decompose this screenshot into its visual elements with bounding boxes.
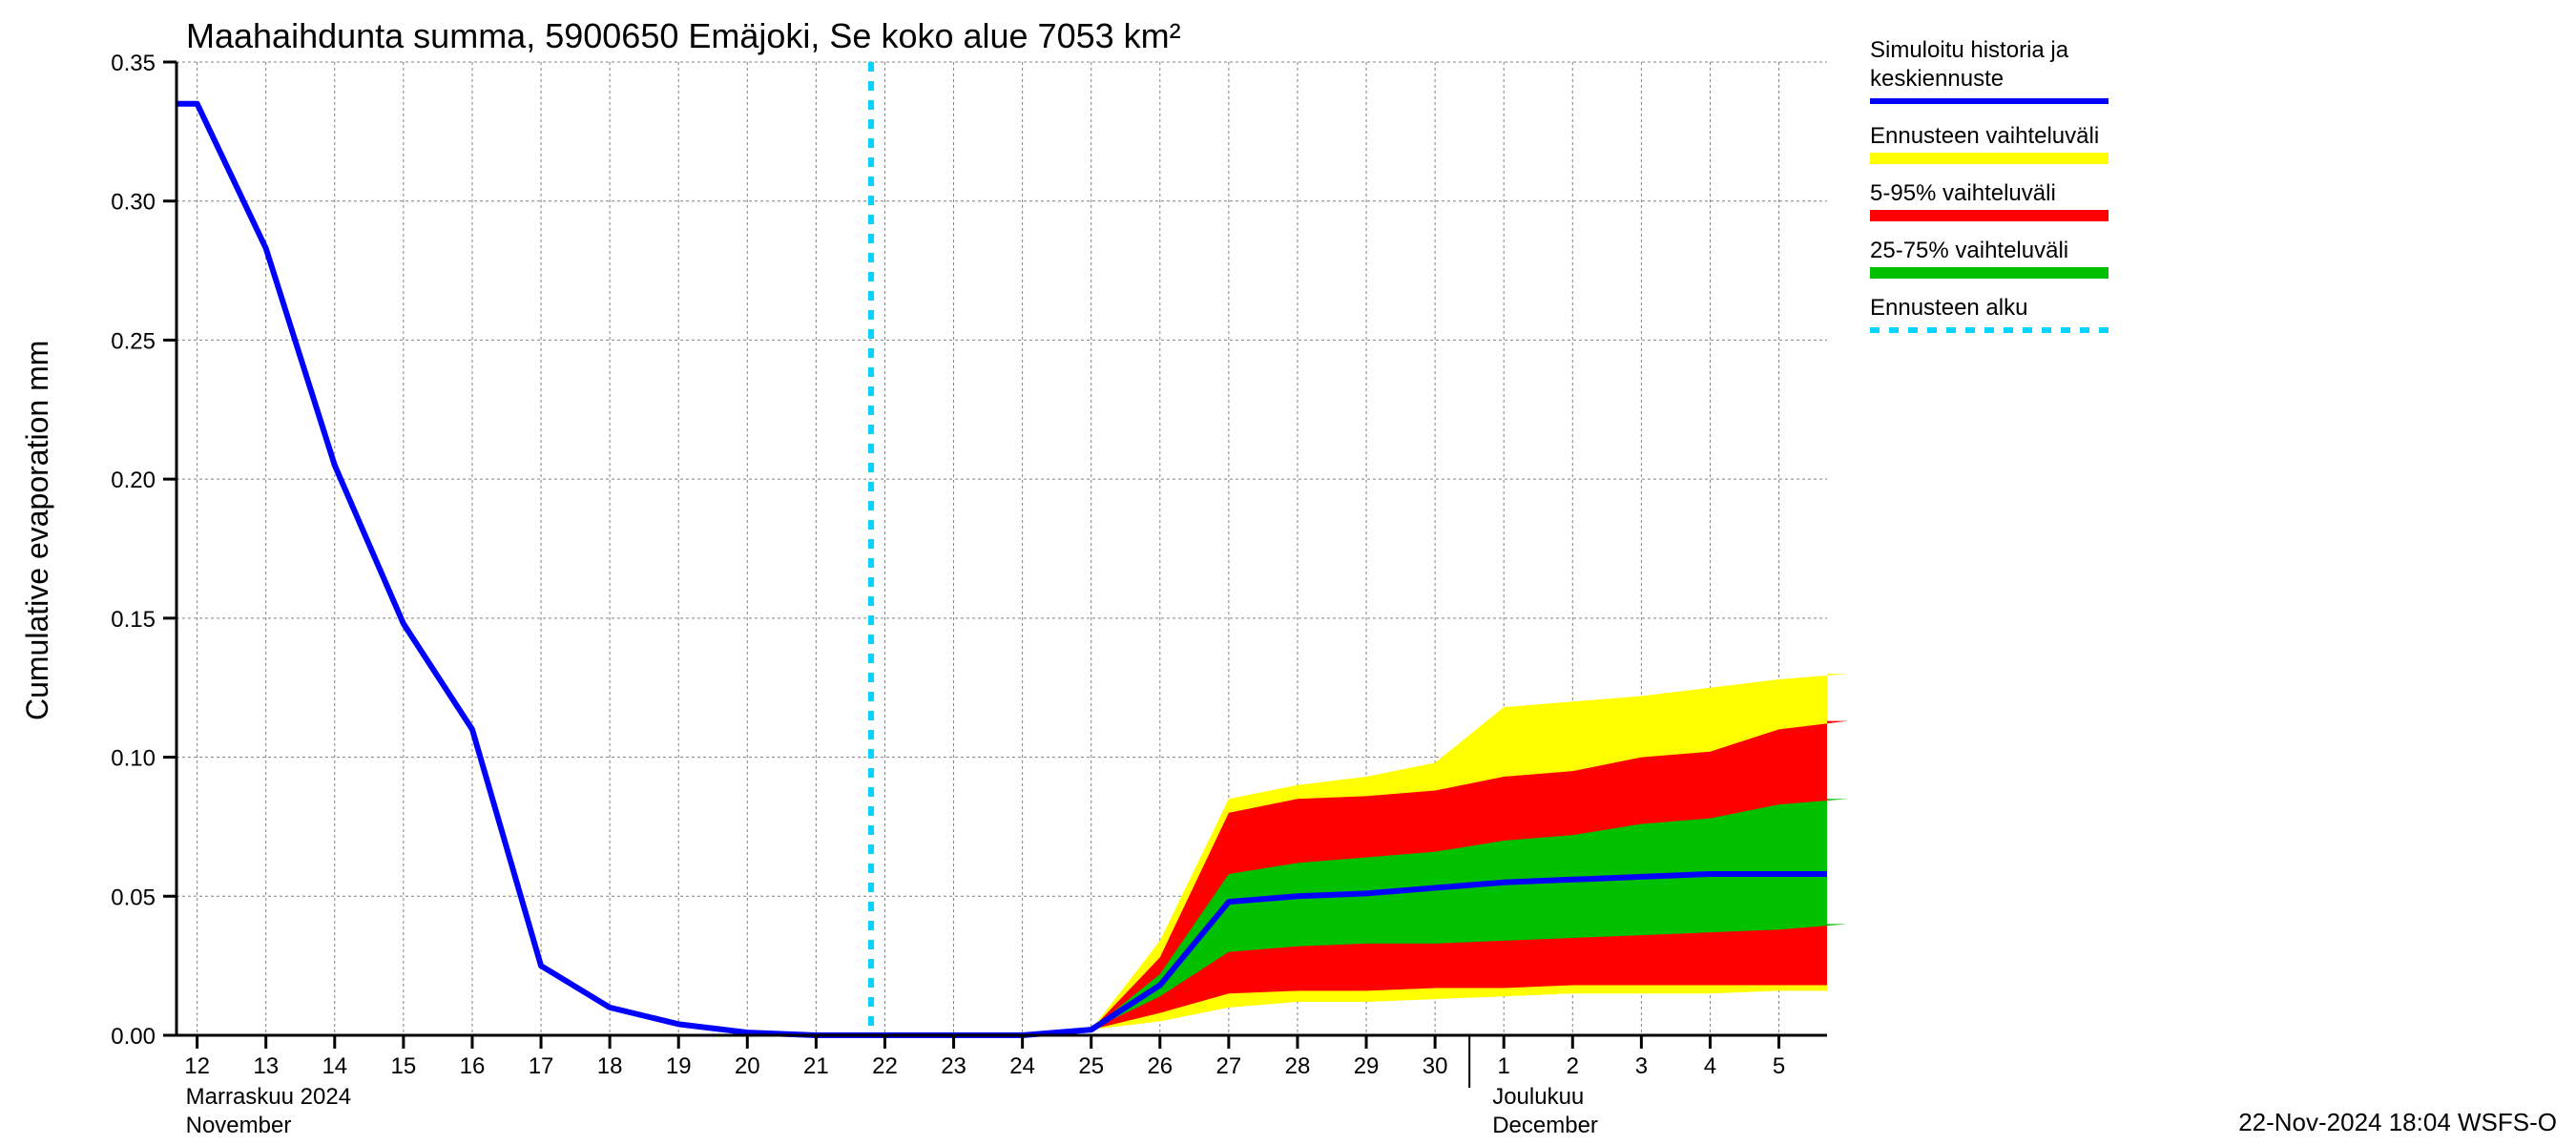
x-tick-label: 2 — [1567, 1053, 1579, 1079]
timestamp: 22-Nov-2024 18:04 WSFS-O — [2238, 1108, 2557, 1136]
chart-svg: 0.000.050.100.150.200.250.300.3512131415… — [0, 0, 2576, 1145]
legend-swatch — [1870, 210, 2109, 221]
x-tick-label: 27 — [1216, 1053, 1242, 1079]
y-tick-label: 0.35 — [111, 51, 156, 76]
x-tick-label: 4 — [1704, 1053, 1716, 1079]
x-tick-label: 20 — [735, 1053, 760, 1079]
month-label-fi: Joulukuu — [1492, 1084, 1584, 1110]
x-tick-label: 24 — [1009, 1053, 1035, 1079]
x-tick-label: 16 — [460, 1053, 486, 1079]
month-label-en: December — [1492, 1113, 1598, 1138]
x-tick-label: 19 — [666, 1053, 692, 1079]
x-tick-label: 28 — [1285, 1053, 1311, 1079]
y-tick-label: 0.30 — [111, 190, 156, 216]
legend-swatch — [1870, 153, 2109, 164]
x-tick-label: 30 — [1423, 1053, 1448, 1079]
x-tick-label: 26 — [1147, 1053, 1173, 1079]
x-tick-label: 13 — [253, 1053, 279, 1079]
x-tick-label: 1 — [1498, 1053, 1510, 1079]
y-tick-label: 0.15 — [111, 607, 156, 633]
x-tick-label: 21 — [803, 1053, 829, 1079]
x-tick-label: 17 — [529, 1053, 554, 1079]
x-tick-label: 22 — [872, 1053, 898, 1079]
y-tick-label: 0.25 — [111, 328, 156, 354]
month-label-en: November — [186, 1113, 292, 1138]
legend-label: Ennusteen alku — [1870, 295, 2027, 321]
month-label-fi: Marraskuu 2024 — [186, 1084, 351, 1110]
x-tick-label: 23 — [941, 1053, 966, 1079]
y-tick-label: 0.00 — [111, 1024, 156, 1050]
legend-label: keskiennuste — [1870, 66, 2004, 92]
x-tick-label: 12 — [184, 1053, 210, 1079]
y-tick-label: 0.05 — [111, 885, 156, 910]
y-axis-label: Cumulative evaporation mm — [20, 341, 54, 720]
chart-container: 0.000.050.100.150.200.250.300.3512131415… — [0, 0, 2576, 1145]
x-tick-label: 15 — [391, 1053, 417, 1079]
x-tick-label: 14 — [322, 1053, 347, 1079]
chart-title: Maahaihdunta summa, 5900650 Emäjoki, Se … — [186, 16, 1181, 55]
x-tick-label: 25 — [1078, 1053, 1104, 1079]
legend-label: 5-95% vaihteluväli — [1870, 180, 2056, 206]
legend-label: 25-75% vaihteluväli — [1870, 238, 2068, 263]
x-tick-label: 3 — [1635, 1053, 1648, 1079]
y-tick-label: 0.10 — [111, 746, 156, 772]
legend-swatch — [1870, 267, 2109, 279]
x-tick-label: 5 — [1773, 1053, 1785, 1079]
x-tick-label: 18 — [597, 1053, 623, 1079]
legend-label: Ennusteen vaihteluväli — [1870, 123, 2099, 149]
y-tick-label: 0.20 — [111, 468, 156, 493]
legend-label: Simuloitu historia ja — [1870, 37, 2069, 63]
x-tick-label: 29 — [1354, 1053, 1380, 1079]
